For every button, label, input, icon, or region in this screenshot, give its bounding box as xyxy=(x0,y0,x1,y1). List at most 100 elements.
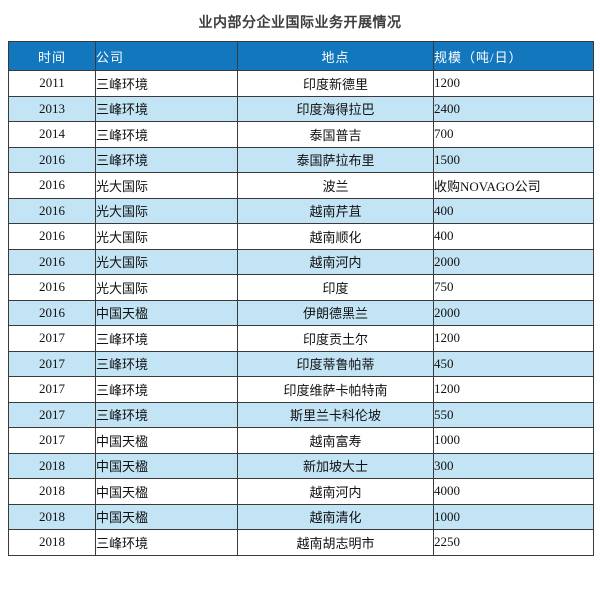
table-body: 2011 三峰环境 印度新德里 1200 2013 三峰环境 印度海得拉巴 2400 2014 三… xyxy=(8,70,594,556)
cell-company: 三峰环境 xyxy=(95,95,238,122)
cell-time: 2016 xyxy=(8,299,96,326)
header-cell-location: 地点 xyxy=(237,41,434,71)
cell-company: 光大国际 xyxy=(95,197,238,224)
cell-company: 光大国际 xyxy=(95,223,238,250)
cell-company: 三峰环境 xyxy=(95,146,238,173)
cell-location: 越南芹苴 xyxy=(237,197,434,224)
cell-time: 2016 xyxy=(8,223,96,250)
cell-time: 2018 xyxy=(8,529,96,556)
table-row: 2017 中国天楹 越南富寿 1000 xyxy=(8,427,594,454)
cell-time: 2017 xyxy=(8,401,96,428)
table-row: 2018 中国天楹 越南清化 1000 xyxy=(8,503,594,530)
cell-company: 中国天楹 xyxy=(95,427,238,454)
cell-time: 2017 xyxy=(8,376,96,403)
cell-location: 泰国普吉 xyxy=(237,121,434,148)
cell-time: 2018 xyxy=(8,478,96,505)
cell-location: 印度维萨卡帕特南 xyxy=(237,376,434,403)
cell-location: 越南河内 xyxy=(237,478,434,505)
cell-time: 2016 xyxy=(8,146,96,173)
cell-scale: 1200 xyxy=(433,325,594,352)
cell-company: 三峰环境 xyxy=(95,121,238,148)
cell-scale: 2250 xyxy=(433,529,594,556)
cell-location: 伊朗德黑兰 xyxy=(237,299,434,326)
header-cell-company: 公司 xyxy=(95,41,238,71)
cell-time: 2011 xyxy=(8,70,96,97)
cell-scale: 1200 xyxy=(433,376,594,403)
cell-scale: 1200 xyxy=(433,70,594,97)
cell-time: 2014 xyxy=(8,121,96,148)
cell-location: 印度蒂鲁帕蒂 xyxy=(237,350,434,377)
cell-company: 光大国际 xyxy=(95,172,238,199)
cell-company: 三峰环境 xyxy=(95,70,238,97)
cell-location: 越南清化 xyxy=(237,503,434,530)
cell-location: 斯里兰卡科伦坡 xyxy=(237,401,434,428)
cell-scale: 2000 xyxy=(433,299,594,326)
cell-scale: 750 xyxy=(433,274,594,301)
cell-company: 中国天楹 xyxy=(95,299,238,326)
page-title: 业内部分企业国际业务开展情况 xyxy=(198,14,402,30)
cell-company: 中国天楹 xyxy=(95,503,238,530)
cell-scale: 550 xyxy=(433,401,594,428)
table-row: 2013 三峰环境 印度海得拉巴 2400 xyxy=(8,95,594,122)
cell-time: 2017 xyxy=(8,427,96,454)
cell-location: 印度新德里 xyxy=(237,70,434,97)
cell-company: 三峰环境 xyxy=(95,350,238,377)
table-row: 2016 光大国际 波兰 收购NOVAGO公司 xyxy=(8,172,594,199)
table-row: 2016 光大国际 越南顺化 400 xyxy=(8,223,594,250)
table-row: 2016 光大国际 越南河内 2000 xyxy=(8,248,594,275)
cell-company: 三峰环境 xyxy=(95,376,238,403)
cell-company: 光大国际 xyxy=(95,274,238,301)
cell-scale: 450 xyxy=(433,350,594,377)
cell-location: 越南富寿 xyxy=(237,427,434,454)
table-row: 2016 光大国际 印度 750 xyxy=(8,274,594,301)
cell-time: 2016 xyxy=(8,274,96,301)
cell-company: 中国天楹 xyxy=(95,478,238,505)
cell-time: 2018 xyxy=(8,503,96,530)
cell-time: 2016 xyxy=(8,197,96,224)
cell-company: 中国天楹 xyxy=(95,452,238,479)
table-header-row: 时间 公司 地点 规模（吨/日） xyxy=(8,41,594,71)
cell-location: 印度 xyxy=(237,274,434,301)
cell-scale: 2000 xyxy=(433,248,594,275)
cell-time: 2016 xyxy=(8,248,96,275)
cell-scale: 300 xyxy=(433,452,594,479)
cell-time: 2017 xyxy=(8,325,96,352)
cell-company: 三峰环境 xyxy=(95,401,238,428)
header-cell-time: 时间 xyxy=(8,41,96,71)
cell-time: 2016 xyxy=(8,172,96,199)
cell-time: 2017 xyxy=(8,350,96,377)
international-business-table: 时间 公司 地点 规模（吨/日） 2011 三峰环境 印度新德里 1200 2013 三峰… xyxy=(8,41,594,556)
cell-company: 光大国际 xyxy=(95,248,238,275)
cell-location: 波兰 xyxy=(237,172,434,199)
cell-scale: 400 xyxy=(433,197,594,224)
cell-scale: 400 xyxy=(433,223,594,250)
cell-company: 三峰环境 xyxy=(95,529,238,556)
cell-scale: 1500 xyxy=(433,146,594,173)
table-row: 2016 三峰环境 泰国萨拉布里 1500 xyxy=(8,146,594,173)
table-row: 2018 中国天楹 新加坡大士 300 xyxy=(8,452,594,479)
table-row: 2018 中国天楹 越南河内 4000 xyxy=(8,478,594,505)
cell-scale: 收购NOVAGO公司 xyxy=(433,172,594,199)
table-row: 2014 三峰环境 泰国普吉 700 xyxy=(8,121,594,148)
table-row: 2017 三峰环境 印度维萨卡帕特南 1200 xyxy=(8,376,594,403)
cell-location: 新加坡大士 xyxy=(237,452,434,479)
table-row: 2017 三峰环境 斯里兰卡科伦坡 550 xyxy=(8,401,594,428)
header-cell-scale: 规模（吨/日） xyxy=(433,41,594,71)
cell-location: 越南河内 xyxy=(237,248,434,275)
cell-scale: 700 xyxy=(433,121,594,148)
cell-time: 2018 xyxy=(8,452,96,479)
cell-location: 越南顺化 xyxy=(237,223,434,250)
cell-location: 越南胡志明市 xyxy=(237,529,434,556)
cell-scale: 1000 xyxy=(433,427,594,454)
table-row: 2017 三峰环境 印度蒂鲁帕蒂 450 xyxy=(8,350,594,377)
cell-location: 印度贡土尔 xyxy=(237,325,434,352)
table-row: 2011 三峰环境 印度新德里 1200 xyxy=(8,70,594,97)
cell-company: 三峰环境 xyxy=(95,325,238,352)
table-row: 2017 三峰环境 印度贡土尔 1200 xyxy=(8,325,594,352)
table-row: 2016 中国天楹 伊朗德黑兰 2000 xyxy=(8,299,594,326)
cell-location: 泰国萨拉布里 xyxy=(237,146,434,173)
table-header: 时间 公司 地点 规模（吨/日） xyxy=(8,41,594,71)
table-row: 2018 三峰环境 越南胡志明市 2250 xyxy=(8,529,594,556)
cell-scale: 4000 xyxy=(433,478,594,505)
cell-time: 2013 xyxy=(8,95,96,122)
